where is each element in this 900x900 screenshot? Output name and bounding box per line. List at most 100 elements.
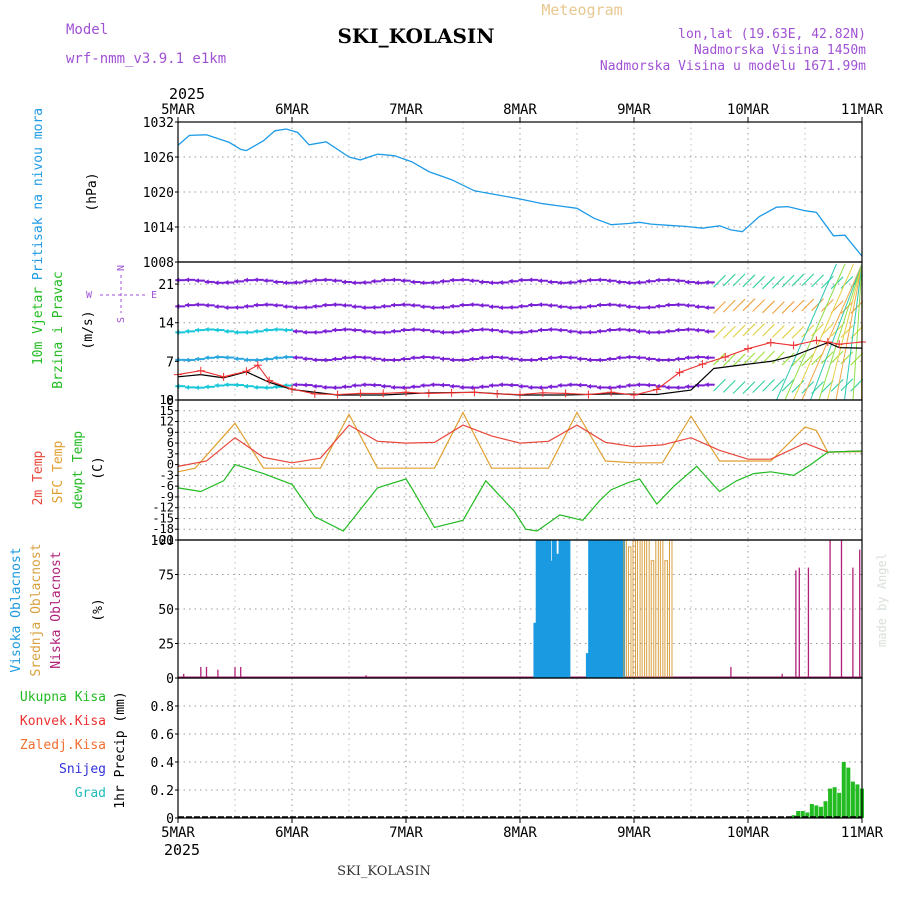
wind-arrowhead [234, 278, 239, 284]
wind-arrowhead [194, 302, 199, 308]
x-tick-label: 8MAR [503, 825, 537, 841]
x-tick-label: 6MAR [275, 825, 309, 841]
wind-arrowhead [538, 356, 543, 362]
wind-speed-marker [812, 336, 821, 345]
wind-arrowhead [341, 302, 346, 308]
y-tick-label: 1032 [143, 116, 174, 131]
wind-arrowhead [273, 302, 278, 308]
wind-arrowhead [675, 327, 680, 333]
wind-arrowhead [469, 302, 474, 308]
high-cloud-bar [555, 553, 561, 678]
bottom-year-label: 2025 [164, 841, 200, 859]
wind-arrowhead [694, 304, 699, 310]
precip-bar [823, 801, 828, 818]
wind-arrowhead [518, 277, 523, 283]
x-tick-label: 5MAR [161, 825, 195, 841]
wind-arrowhead [439, 356, 444, 362]
wind-barb [752, 275, 766, 289]
wind-arrowhead [685, 279, 690, 285]
wind-arrowhead [381, 277, 386, 283]
y-tick-label: 21 [158, 278, 174, 293]
wind-arrowhead [577, 278, 582, 284]
wind-streak [776, 263, 837, 401]
x-tick-label: 9MAR [617, 102, 651, 118]
wind-arrowhead [587, 277, 592, 283]
wind-arrowhead [214, 304, 219, 310]
wind-arrowhead [185, 357, 190, 363]
wind-speed-marker [538, 388, 547, 397]
wind-arrowhead [420, 327, 425, 333]
model-label: Model [66, 22, 108, 38]
wind-arrowhead [371, 329, 376, 335]
wind-barb [732, 273, 746, 287]
wind-arrowhead [302, 382, 307, 388]
mid-cloud-bar [650, 560, 655, 679]
pressure-unit: (hPa) [85, 172, 100, 211]
precip-legend-item: Konvek.Kisa [20, 714, 106, 729]
wind-arrowhead [332, 278, 337, 284]
wind-arrowhead [371, 356, 376, 362]
wind-arrowhead [234, 356, 239, 362]
panel-frame [177, 399, 863, 541]
wind-arrowhead [538, 385, 543, 391]
sfc-axis-title: SFC Temp [51, 441, 66, 504]
wind-arrowhead [322, 357, 327, 363]
wind-arrowhead [243, 303, 248, 309]
y-tick-label: 1020 [143, 186, 174, 201]
wind-barb [722, 353, 736, 367]
wind-arrowhead [606, 356, 611, 362]
wind-speed-marker [584, 390, 593, 399]
wind-arrowhead [538, 302, 543, 308]
wind-arrowhead [449, 303, 454, 309]
precip-legend-item: Grad [75, 786, 106, 801]
wind-axis-title-1: 10m Vjetar [31, 287, 46, 365]
wind-speed-marker [721, 352, 730, 361]
wind-speed-marker [379, 389, 388, 398]
precip-legend-item: Zaledj.Kisa [20, 738, 106, 753]
wind-arrowhead [636, 382, 641, 388]
precip-bar [855, 784, 860, 818]
wind-speed-marker [253, 361, 262, 370]
wind-speed-marker [516, 390, 524, 399]
wind-speed-marker [493, 389, 502, 398]
wind-arrowhead [489, 327, 494, 333]
wind-arrowhead [332, 302, 337, 308]
wind-barb [752, 351, 766, 365]
wind-barb [713, 274, 726, 288]
high-cloud-axis-title: Visoka Oblacnost [9, 547, 24, 672]
wind-arrowhead [508, 382, 513, 388]
wind-arrowhead [636, 279, 641, 285]
wind-arrowhead [341, 279, 346, 285]
wind-speed-marker [675, 368, 684, 377]
wind-arrowhead [459, 277, 464, 283]
wind-arrowhead [185, 328, 190, 334]
wind-arrowhead [439, 304, 444, 310]
wind-arrowhead [292, 305, 297, 311]
wind-arrowhead [439, 382, 444, 388]
dewpt-axis-title: dewpt Temp [71, 431, 86, 509]
wind-arrowhead [459, 328, 464, 334]
wind-arrowhead [381, 329, 386, 335]
wind-arrowhead [498, 328, 503, 334]
wind-arrowhead [194, 278, 199, 284]
wind-barb [811, 274, 824, 288]
mid-cloud-axis-title: Srednja Oblacnost [29, 543, 44, 676]
precip-axis-title: 1hr Precip (mm) [113, 691, 128, 808]
wind-barb [850, 378, 864, 392]
mid-cloud-bar [623, 539, 627, 679]
pressure-axis-title: Pritisak na nivou mora [31, 108, 46, 280]
wind-arrowhead [694, 354, 699, 360]
wind-arrowhead [626, 304, 631, 310]
wind-arrowhead [253, 384, 258, 390]
x-tick-label: 11MAR [841, 825, 884, 841]
footer-title: SKI_KOLASIN [337, 864, 431, 879]
wind-speed-marker [219, 372, 228, 381]
wind-arrowhead [371, 304, 376, 310]
wind-arrowhead [381, 303, 386, 309]
wind-unit: (m/s) [81, 310, 96, 349]
wind-barb [762, 323, 775, 337]
wind-arrowhead [645, 382, 650, 388]
precip-bar [837, 792, 842, 818]
wind-arrowhead [185, 277, 190, 283]
wind-arrowhead [322, 328, 327, 334]
